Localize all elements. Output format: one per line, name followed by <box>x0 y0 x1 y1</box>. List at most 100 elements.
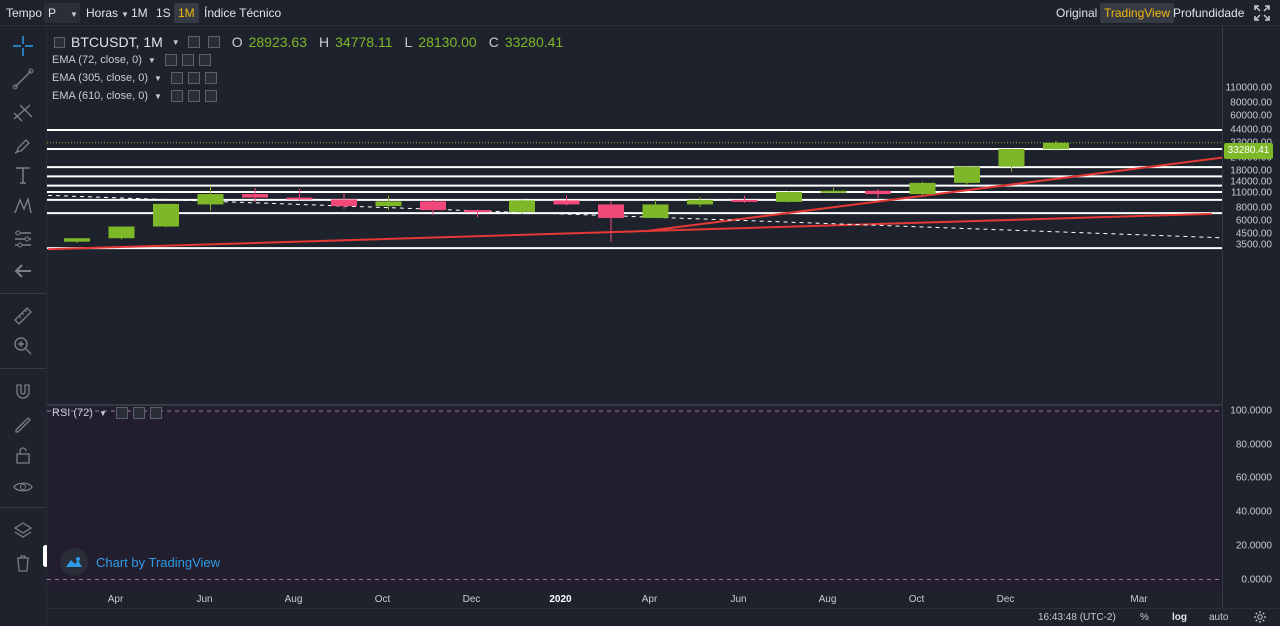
candle-body <box>820 190 847 193</box>
stay-in-drawing-icon[interactable] <box>8 409 38 437</box>
time-axis[interactable]: Apr Jun Aug Oct Dec 2020 Apr Jun Aug Oct Dec Mar <box>47 590 1222 608</box>
chevron-down-icon[interactable]: ▼ <box>171 37 180 47</box>
ruler-icon[interactable] <box>8 302 38 330</box>
hide-icon[interactable] <box>181 54 194 66</box>
text-icon[interactable] <box>8 161 38 189</box>
high-key: H <box>319 34 330 50</box>
hide-icon[interactable] <box>187 90 200 102</box>
price-axis-label: 3500.00 <box>1235 239 1272 251</box>
price-axis-label: 11000.00 <box>1231 187 1272 199</box>
lower-trend-line <box>646 212 1212 233</box>
magnet-icon[interactable] <box>8 378 38 406</box>
prediction-icon[interactable] <box>8 225 38 253</box>
ema-305-legend[interactable]: EMA (305, close, 0) ▼ <box>52 72 217 84</box>
top-toolbar: Tempo P ▼ Horas ▼ 1M 1S 1M Índice Técnico … <box>0 0 1280 26</box>
close-icon[interactable] <box>149 407 162 419</box>
brush-icon[interactable] <box>8 131 38 159</box>
ema-610-legend[interactable]: EMA (610, close, 0) ▼ <box>52 90 217 102</box>
time-axis-label: Aug <box>818 594 837 605</box>
layers-icon[interactable] <box>8 517 38 545</box>
open-key: O <box>231 34 243 50</box>
settings-icon[interactable] <box>187 36 200 48</box>
fib-tools-icon[interactable] <box>8 98 38 126</box>
candle-body <box>242 194 268 198</box>
chevron-down-icon[interactable]: ▼ <box>154 91 162 101</box>
low-key: L <box>404 34 413 50</box>
percent-toggle[interactable]: % <box>1140 612 1149 623</box>
interval-1month-button[interactable]: 1M <box>174 3 199 23</box>
back-arrow-icon[interactable] <box>8 257 38 285</box>
close-icon[interactable] <box>204 90 217 102</box>
log-toggle[interactable]: log <box>1172 612 1187 623</box>
time-axis-label: Jun <box>196 594 213 605</box>
crosshair-icon[interactable] <box>8 32 38 60</box>
trash-icon[interactable] <box>8 549 38 577</box>
hide-icon[interactable] <box>187 72 200 84</box>
close-icon[interactable] <box>198 54 211 66</box>
indicators-button[interactable]: Índice Técnico <box>204 6 282 20</box>
view-depth-tab[interactable]: Profundidade <box>1173 6 1245 20</box>
open-value: 28923.63 <box>248 34 308 50</box>
ema-72-legend[interactable]: EMA (72, close, 0) ▼ <box>52 54 211 66</box>
candle-body <box>286 197 313 200</box>
price-axis-label: 80000.00 <box>1230 97 1272 109</box>
collapse-icon[interactable] <box>54 36 65 48</box>
rsi-legend[interactable]: RSI (72) ▼ <box>52 407 162 419</box>
settings-icon[interactable] <box>170 72 183 84</box>
candle-body <box>598 204 624 218</box>
settings-gear-icon[interactable] <box>1253 610 1267 626</box>
candle-body <box>331 199 357 207</box>
zoom-icon[interactable] <box>8 332 38 360</box>
last-price-badge: 33280.41 <box>1224 143 1273 159</box>
price-axis[interactable]: 110000.0080000.0060000.0044000.0033000.0… <box>1222 26 1280 608</box>
fullscreen-icon[interactable] <box>1250 3 1274 23</box>
rsi-pane[interactable] <box>47 404 1222 590</box>
time-axis-label: Apr <box>107 594 124 605</box>
watermark-text: Chart by TradingView <box>96 554 221 570</box>
time-axis-label: Dec <box>462 594 481 605</box>
clock-label: 16:43:48 (UTC-2) <box>1038 612 1116 623</box>
chevron-down-icon[interactable]: ▼ <box>147 55 156 65</box>
price-axis-label: 110000.00 <box>1225 82 1272 94</box>
settings-icon[interactable] <box>115 407 128 419</box>
auto-toggle[interactable]: auto <box>1209 612 1229 623</box>
chevron-down-icon[interactable]: ▼ <box>98 408 107 418</box>
view-original-tab[interactable]: Original <box>1056 6 1098 20</box>
high-value: 34778.11 <box>335 34 393 50</box>
time-axis-label: Dec <box>996 594 1015 605</box>
rsi-axis-label: 0.0000 <box>1241 574 1272 585</box>
hide-icon[interactable] <box>207 36 220 48</box>
toolbar-scroll-handle[interactable] <box>43 545 48 567</box>
candle-body <box>954 166 980 183</box>
ema-610-label: EMA (610, close, 0) <box>52 90 148 102</box>
ema-72-label: EMA (72, close, 0) <box>52 54 142 66</box>
ema-305-label: EMA (305, close, 0) <box>52 72 148 84</box>
interval-1m-button[interactable]: 1M <box>131 6 148 20</box>
symbol-label[interactable]: BTCUSDT, 1M <box>71 34 163 50</box>
lock-icon[interactable] <box>8 441 38 469</box>
hide-icon[interactable] <box>132 407 145 419</box>
price-axis-label: 14000.00 <box>1230 176 1272 188</box>
pattern-icon[interactable] <box>8 192 38 220</box>
period-select[interactable]: P ▼ <box>44 3 80 23</box>
price-axis-label: 6000.00 <box>1235 215 1272 227</box>
tradingview-watermark[interactable]: Chart by TradingView <box>60 548 220 576</box>
chevron-down-icon[interactable]: ▼ <box>154 73 162 83</box>
rsi-label: RSI (72) <box>52 407 93 419</box>
candle-body <box>153 203 179 227</box>
candle-body <box>64 238 90 242</box>
settings-icon[interactable] <box>170 90 183 102</box>
view-tradingview-tab[interactable]: TradingView <box>1100 3 1175 23</box>
settings-icon[interactable] <box>164 54 177 66</box>
price-axis-label: 18000.00 <box>1230 165 1272 177</box>
eye-icon[interactable] <box>8 473 38 501</box>
close-icon[interactable] <box>204 72 217 84</box>
rsi-axis-label: 100.0000 <box>1230 405 1272 417</box>
interval-1s-button[interactable]: 1S <box>156 6 171 20</box>
trend-line-icon[interactable] <box>8 65 38 93</box>
time-axis-label: Apr <box>641 594 658 605</box>
breakout-trend-line <box>646 156 1222 233</box>
price-chart-pane[interactable] <box>47 26 1222 404</box>
hours-select[interactable]: Horas ▼ <box>82 3 133 23</box>
candle-body <box>197 194 224 205</box>
